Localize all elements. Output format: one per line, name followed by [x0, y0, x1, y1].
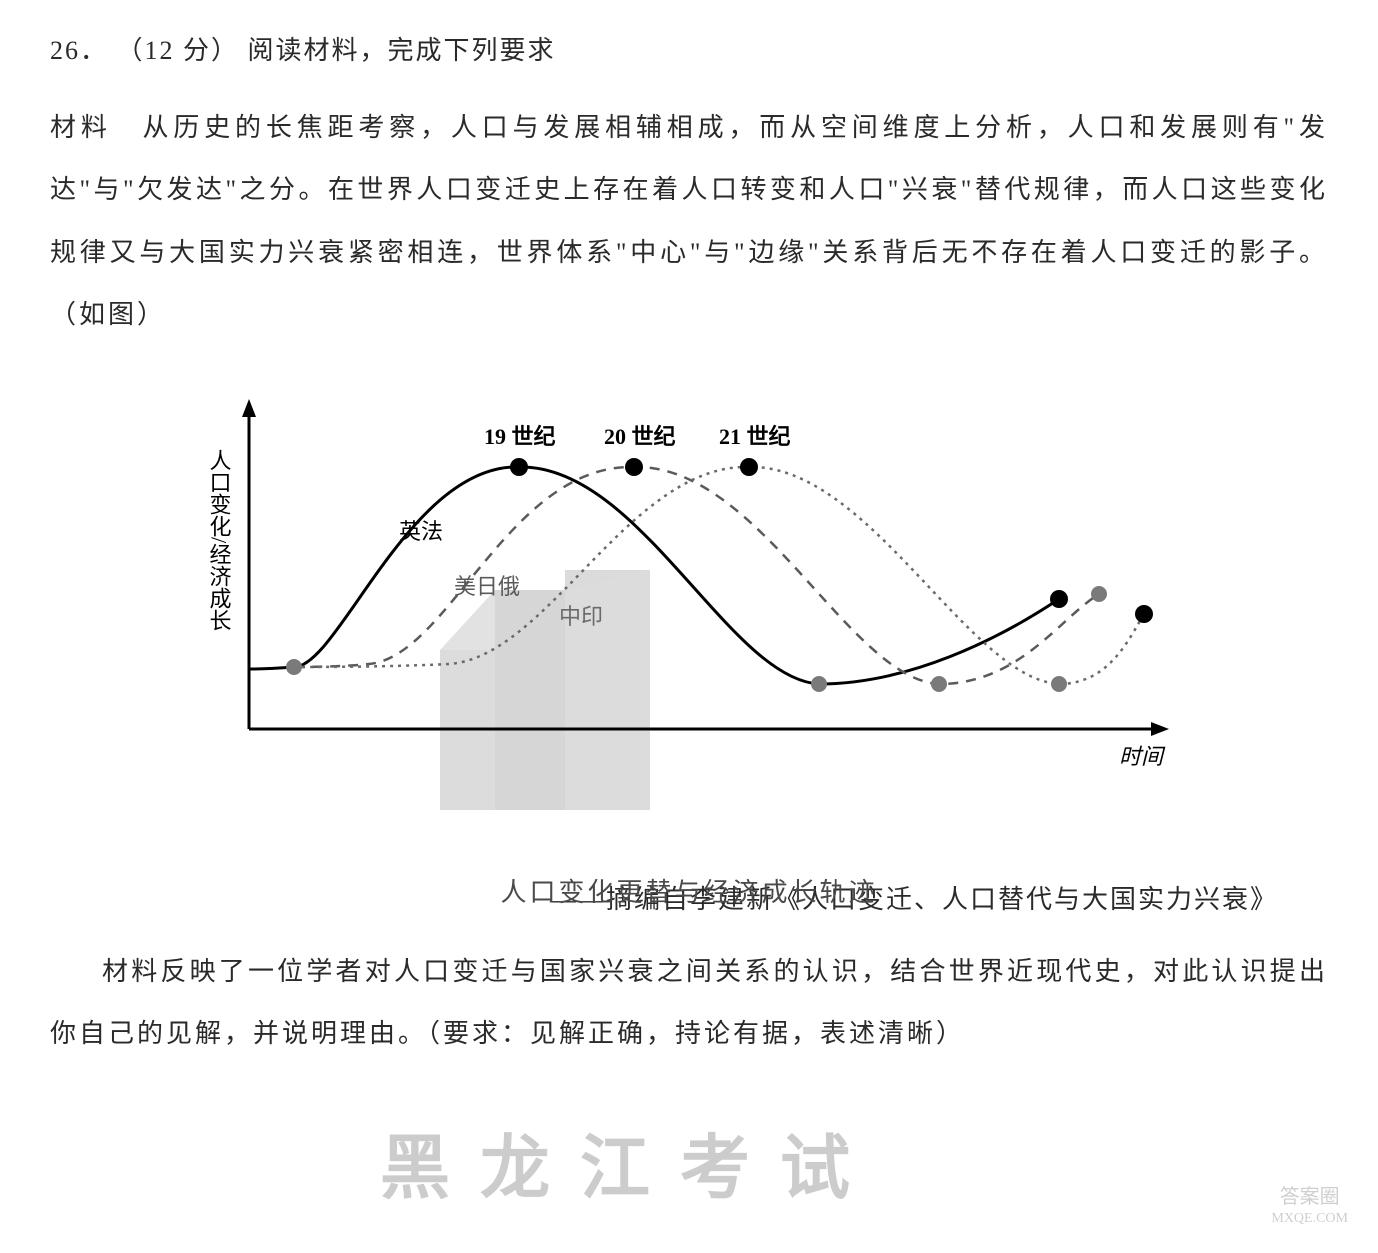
series-label-2: 美日俄	[454, 574, 520, 599]
material-body: 从历史的长焦距考察，人口与发展相辅相成，而从空间维度上分析，人口和发展则有"发达…	[50, 113, 1328, 329]
watermark-corner-line2: MXQE.COM	[1271, 1210, 1348, 1228]
end-marker-3	[1135, 605, 1153, 623]
series-us-jp-ru	[294, 467, 1099, 684]
peak-marker-2	[625, 458, 643, 476]
trough-marker-3	[1051, 676, 1067, 692]
peak-marker-1	[510, 458, 528, 476]
series-cn-in	[294, 467, 1144, 684]
watermark-corner: 答案圈 MXQE.COM	[1271, 1184, 1348, 1228]
series-label-3: 中印	[559, 604, 603, 629]
question-number: 26．	[50, 36, 108, 65]
series-uk-fr	[249, 467, 1059, 684]
end-marker-1	[1050, 590, 1068, 608]
y-axis-label: 人口变化/经济成长	[207, 449, 232, 631]
y-axis-arrow	[242, 399, 256, 417]
series-label-1: 英法	[399, 519, 443, 544]
question-points: （12 分）	[117, 36, 240, 65]
question-header: 26． （12 分） 阅读材料，完成下列要求	[50, 30, 1328, 67]
question-prompt: 材料反映了一位学者对人口变迁与国家兴衰之间关系的认识，结合世界近现代史，对此认识…	[50, 941, 1328, 1066]
chart-caption: 人口变化更替与经济成长轨迹	[189, 872, 1189, 909]
x-axis-arrow	[1151, 722, 1169, 736]
end-marker-2	[1091, 586, 1107, 602]
x-axis-label: 时间	[1119, 744, 1166, 769]
material-label: 材料	[50, 113, 112, 142]
peak-label-1: 19 世纪	[484, 424, 556, 449]
watermark-corner-line1: 答案圈	[1271, 1184, 1348, 1210]
start-marker	[286, 659, 302, 675]
watermark-text: 黑龙江考试	[380, 1112, 880, 1213]
material-paragraph: 材料 从历史的长焦距考察，人口与发展相辅相成，而从空间维度上分析，人口和发展则有…	[50, 97, 1328, 347]
population-chart: 人口变化/经济成长 时间 19 世纪 20 世纪 21 世纪 英法 美日俄 中印	[189, 359, 1189, 859]
peak-label-2: 20 世纪	[604, 424, 676, 449]
chart-svg: 人口变化/经济成长 时间 19 世纪 20 世纪 21 世纪 英法 美日俄 中印	[189, 359, 1189, 859]
question-instruction: 阅读材料，完成下列要求	[248, 36, 556, 65]
trough-marker-2	[931, 676, 947, 692]
trough-marker-1	[811, 676, 827, 692]
peak-label-3: 21 世纪	[719, 424, 791, 449]
peak-marker-3	[740, 458, 758, 476]
